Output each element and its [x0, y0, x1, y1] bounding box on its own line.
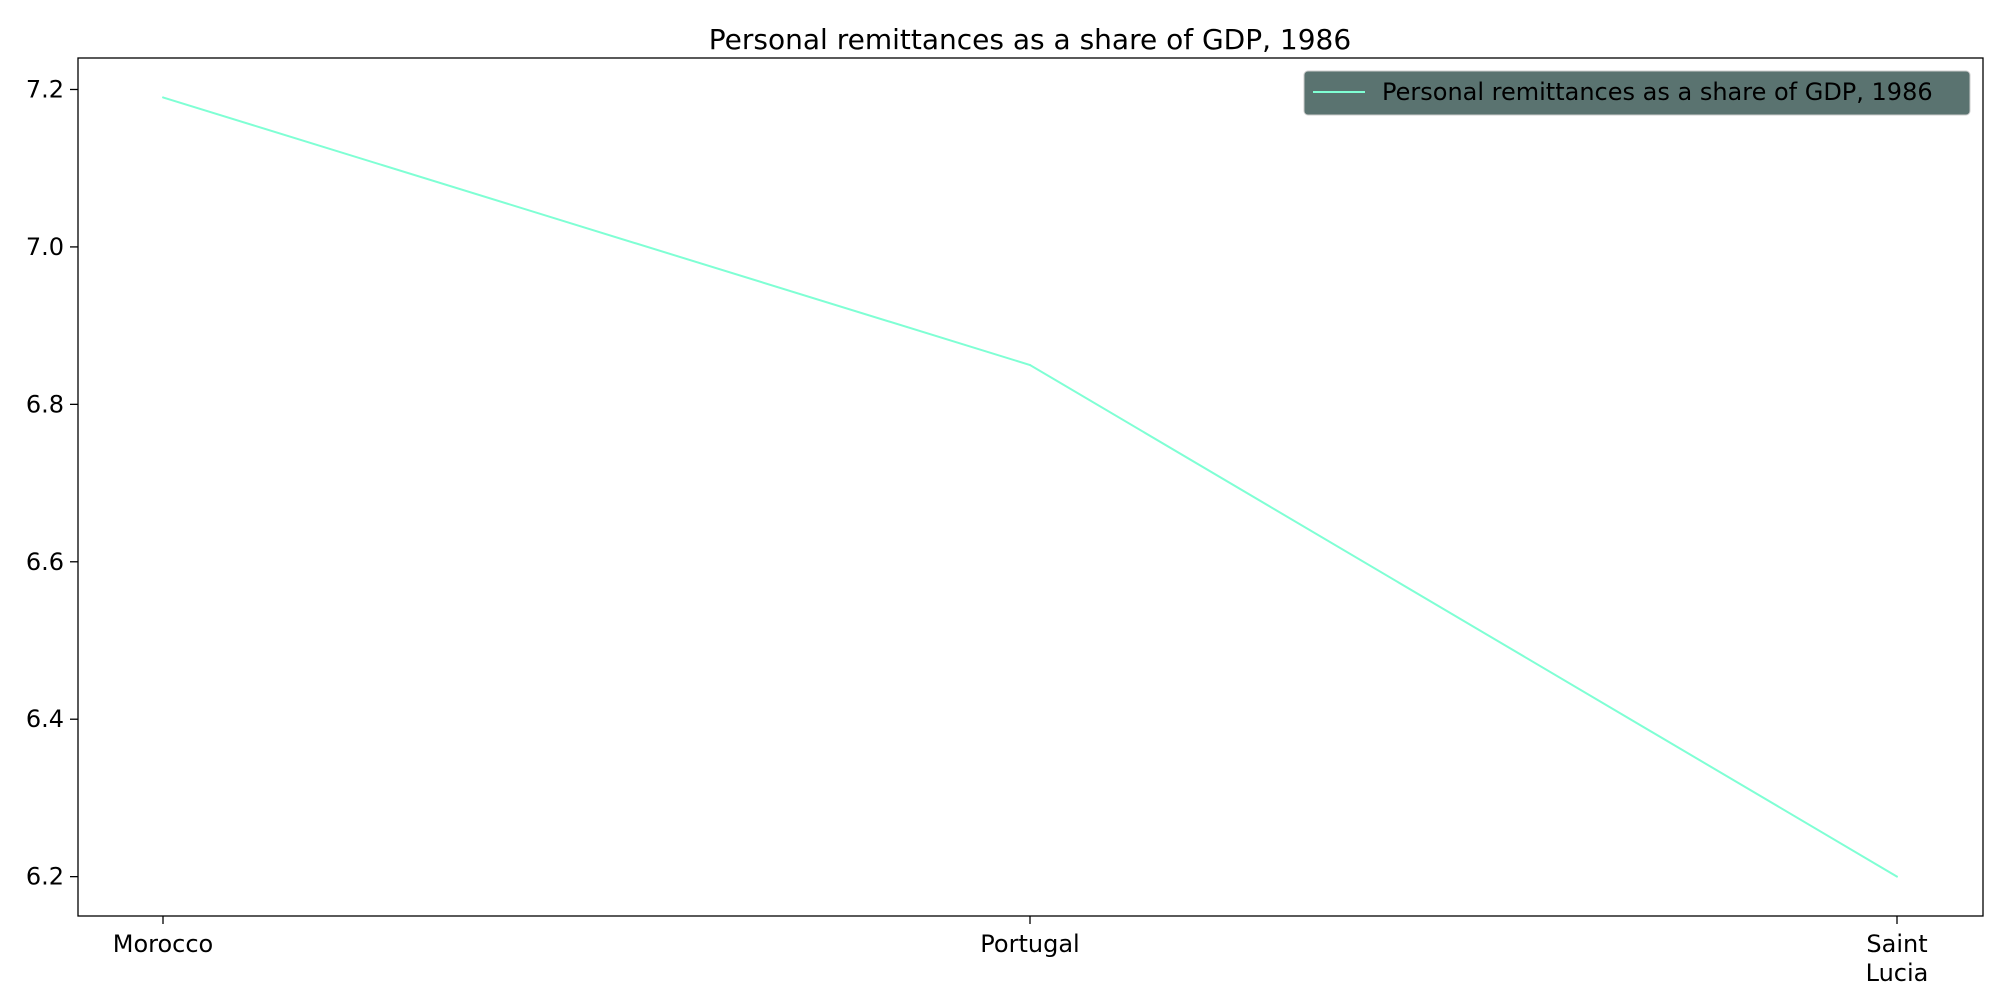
y-tick-label: 6.2	[26, 863, 64, 891]
y-tick-label: 7.0	[26, 233, 64, 261]
x-axis: Morocco Portugal Saint Lucia	[113, 916, 1929, 987]
x-tick-label-line: Portugal	[980, 930, 1079, 958]
legend-series-label: Personal remittances as a share of GDP, …	[1382, 78, 1933, 106]
y-tick-label: 6.6	[26, 548, 64, 576]
series-layer	[162, 96, 1898, 878]
data-point	[1029, 364, 1031, 366]
x-tick-label: Saint Lucia	[1866, 930, 1929, 987]
x-tick-label-line: Morocco	[113, 930, 214, 958]
plot-frame	[77, 57, 1984, 917]
y-axis: 6.2 6.4 6.6 6.8 7.0 7.2	[26, 75, 78, 891]
x-tick-label-line: Lucia	[1866, 959, 1929, 987]
y-tick-label: 6.4	[26, 705, 64, 733]
legend-box	[1303, 70, 1971, 116]
y-tick-label: 6.8	[26, 390, 64, 418]
data-point	[162, 96, 164, 99]
legend: Personal remittances as a share of GDP, …	[1303, 70, 1971, 116]
x-tick-label: Morocco	[113, 930, 214, 958]
y-tick-label: 7.2	[26, 75, 64, 103]
x-tick-label: Portugal	[980, 930, 1079, 958]
chart-title: Personal remittances as a share of GDP, …	[709, 23, 1351, 56]
x-tick-label-line: Saint	[1866, 930, 1927, 958]
data-point	[1896, 875, 1898, 878]
series-line	[162, 96, 1898, 878]
